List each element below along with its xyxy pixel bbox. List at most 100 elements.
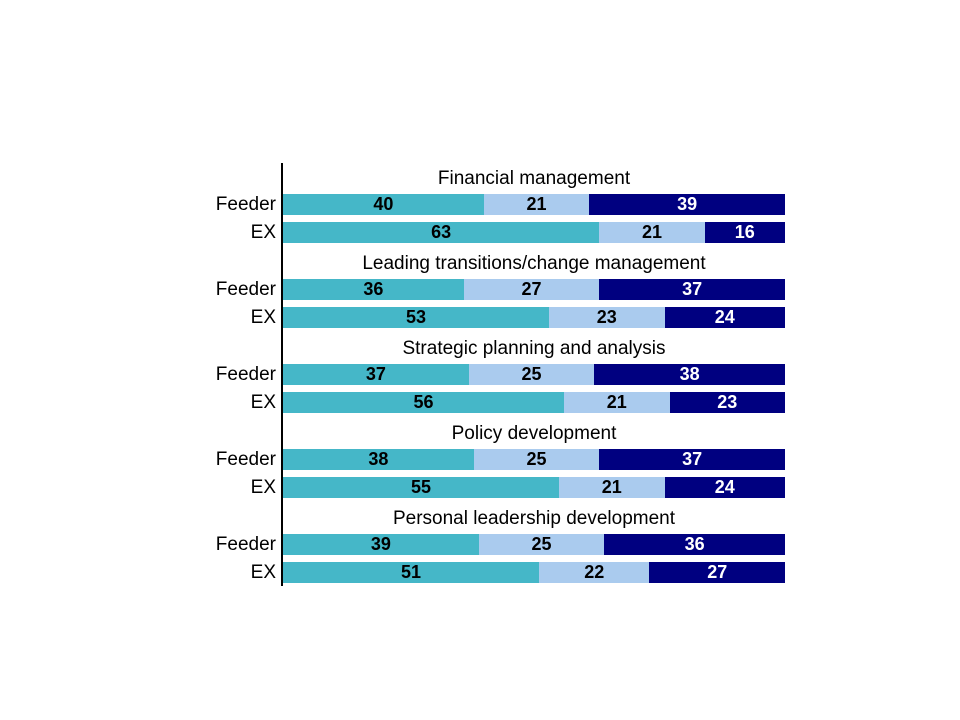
bar-segment: 37 <box>599 279 785 300</box>
bar-segment: 39 <box>283 534 479 555</box>
bar-segment: 16 <box>704 222 785 243</box>
row-label-feeder: Feeder <box>215 449 276 470</box>
bar-segment: 21 <box>483 194 590 215</box>
segment-value-label: 24 <box>714 307 735 327</box>
stacked-bar: 63 21 16 <box>283 222 785 243</box>
segment-value-label: 25 <box>521 364 542 384</box>
row-label-feeder: Feeder <box>215 194 276 215</box>
segment-value-label: 27 <box>521 279 542 299</box>
row-label-feeder: Feeder <box>215 279 276 300</box>
segment-value-label: 37 <box>365 364 386 384</box>
row-label-ex: EX <box>250 392 276 413</box>
segment-value-label: 38 <box>679 364 700 384</box>
segment-value-label: 55 <box>411 477 432 497</box>
bar-segment: 37 <box>283 364 469 385</box>
segment-value-label: 39 <box>370 534 391 554</box>
row-label-ex: EX <box>250 477 276 498</box>
stacked-bar: 36 27 37 <box>283 279 785 300</box>
group-title-row: Policy development <box>210 418 785 449</box>
group-title-row: Strategic planning and analysis <box>210 333 785 364</box>
row-label-ex: EX <box>250 222 276 243</box>
row-label-feeder: Feeder <box>215 364 276 385</box>
bar-segment: 25 <box>473 449 600 470</box>
segment-value-label: 23 <box>596 307 617 327</box>
bar-row: Feeder 36 27 37 <box>210 279 785 300</box>
bar-segment: 23 <box>669 392 785 413</box>
y-axis-line <box>281 163 283 586</box>
chart-group: Strategic planning and analysis Feeder 37 2… <box>210 333 785 413</box>
bar-segment: 55 <box>283 477 560 498</box>
bar-segment: 22 <box>539 562 650 583</box>
group-title: Strategic planning and analysis <box>402 338 666 359</box>
chart-group: Financial management Feeder 40 21 39 EX 63 21 16 <box>210 163 785 243</box>
stacked-bar-chart: Financial management Feeder 40 21 39 EX 63 21 16… <box>210 163 785 588</box>
bar-segment: 25 <box>478 534 605 555</box>
bar-segment: 38 <box>594 364 785 385</box>
bar-segment: 27 <box>649 562 785 583</box>
bar-segment: 40 <box>283 194 484 215</box>
group-title: Policy development <box>451 423 617 444</box>
bar-row: EX 51 22 27 <box>210 562 785 583</box>
group-title: Financial management <box>437 168 631 189</box>
bar-row: EX 55 21 24 <box>210 477 785 498</box>
chart-group: Leading transitions/change management Fee… <box>210 248 785 328</box>
segment-value-label: 21 <box>641 222 662 242</box>
stacked-bar: 39 25 36 <box>283 534 785 555</box>
group-title: Leading transitions/change management <box>362 253 706 274</box>
segment-value-label: 37 <box>682 279 703 299</box>
chart-group: Policy development Feeder 38 25 37 EX 55 21 24 <box>210 418 785 498</box>
bar-segment: 27 <box>463 279 600 300</box>
bar-segment: 56 <box>283 392 565 413</box>
bar-segment: 24 <box>664 307 785 328</box>
row-label-ex: EX <box>250 307 276 328</box>
group-title: Personal leadership development <box>392 508 675 529</box>
bar-segment: 36 <box>283 279 464 300</box>
bar-row: EX 53 23 24 <box>210 307 785 328</box>
bar-segment: 63 <box>283 222 600 243</box>
bar-segment: 21 <box>559 477 665 498</box>
segment-value-label: 51 <box>400 562 422 582</box>
segment-value-label: 36 <box>684 534 705 554</box>
segment-value-label: 53 <box>406 307 427 327</box>
bar-row: Feeder 39 25 36 <box>210 534 785 555</box>
row-label-feeder: Feeder <box>215 534 276 555</box>
segment-value-label: 39 <box>677 194 698 214</box>
segment-value-label: 25 <box>531 534 552 554</box>
segment-value-label: 24 <box>714 477 735 497</box>
group-title-row: Leading transitions/change management <box>210 248 785 279</box>
segment-value-label: 40 <box>373 194 394 214</box>
stacked-bar: 56 21 23 <box>283 392 785 413</box>
stacked-bar: 40 21 39 <box>283 194 785 215</box>
segment-value-label: 27 <box>707 562 728 582</box>
segment-value-label: 37 <box>682 449 703 469</box>
bar-row: EX 63 21 16 <box>210 222 785 243</box>
bar-segment: 37 <box>599 449 785 470</box>
segment-value-label: 63 <box>431 222 452 242</box>
stacked-bar: 51 22 27 <box>283 562 785 583</box>
segment-value-label: 16 <box>734 222 755 242</box>
stacked-bar: 37 25 38 <box>283 364 785 385</box>
segment-value-label: 38 <box>368 449 389 469</box>
bar-segment: 25 <box>468 364 595 385</box>
bar-row: Feeder 38 25 37 <box>210 449 785 470</box>
stacked-bar: 55 21 24 <box>283 477 785 498</box>
row-label-ex: EX <box>250 562 276 583</box>
bar-segment: 51 <box>283 562 540 583</box>
bar-segment: 21 <box>564 392 670 413</box>
bar-row: EX 56 21 23 <box>210 392 785 413</box>
stacked-bar: 38 25 37 <box>283 449 785 470</box>
group-title-row: Financial management <box>210 163 785 194</box>
bar-segment: 24 <box>664 477 785 498</box>
segment-value-label: 21 <box>526 194 547 214</box>
chart-group: Personal leadership development Feeder 39 2… <box>210 503 785 583</box>
segment-value-label: 21 <box>606 392 627 412</box>
segment-value-label: 21 <box>601 477 622 497</box>
segment-value-label: 56 <box>413 392 434 412</box>
group-title-row: Personal leadership development <box>210 503 785 534</box>
segment-value-label: 23 <box>717 392 738 412</box>
bar-row: Feeder 37 25 38 <box>210 364 785 385</box>
bar-segment: 53 <box>283 307 550 328</box>
bar-segment: 36 <box>604 534 785 555</box>
segment-value-label: 25 <box>526 449 547 469</box>
